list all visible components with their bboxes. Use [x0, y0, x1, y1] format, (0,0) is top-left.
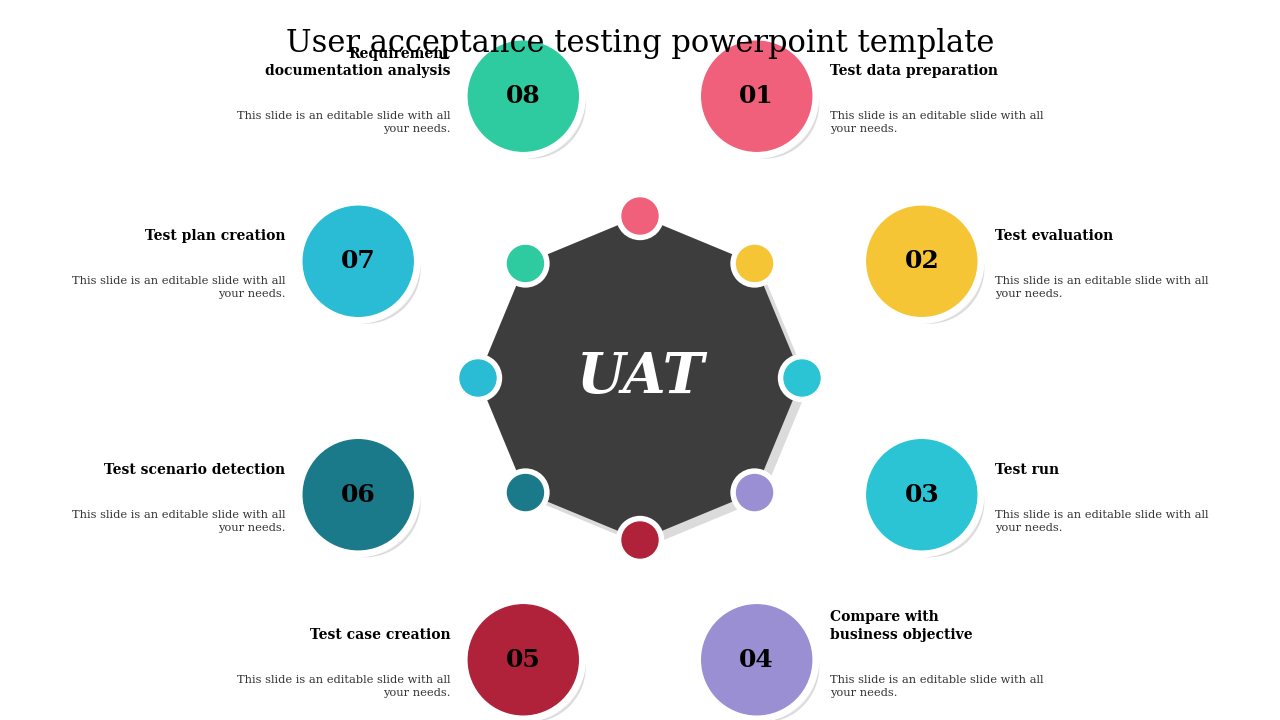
Text: Compare with
business objective: Compare with business objective — [829, 611, 973, 642]
Text: This slide is an editable slide with all
your needs.: This slide is an editable slide with all… — [995, 510, 1208, 533]
Text: This slide is an editable slide with all
your needs.: This slide is an editable slide with all… — [237, 111, 451, 135]
Circle shape — [736, 474, 773, 510]
Circle shape — [617, 516, 663, 564]
Text: 03: 03 — [905, 482, 940, 507]
Text: This slide is an editable slide with all
your needs.: This slide is an editable slide with all… — [72, 510, 285, 533]
Circle shape — [468, 605, 579, 715]
Circle shape — [731, 240, 778, 287]
Text: Test run: Test run — [995, 463, 1059, 477]
Text: Test case creation: Test case creation — [310, 628, 451, 642]
Circle shape — [460, 360, 497, 396]
Circle shape — [502, 240, 549, 287]
Text: This slide is an editable slide with all
your needs.: This slide is an editable slide with all… — [829, 675, 1043, 698]
Text: Test plan creation: Test plan creation — [145, 229, 285, 243]
Circle shape — [461, 35, 585, 158]
Circle shape — [622, 522, 658, 558]
Text: 06: 06 — [340, 482, 375, 507]
Circle shape — [475, 48, 585, 158]
Text: 01: 01 — [740, 84, 774, 108]
Text: Test evaluation: Test evaluation — [995, 229, 1114, 243]
Circle shape — [468, 41, 579, 151]
Circle shape — [874, 213, 984, 323]
Circle shape — [310, 446, 420, 557]
Circle shape — [502, 469, 549, 516]
Text: This slide is an editable slide with all
your needs.: This slide is an editable slide with all… — [995, 276, 1208, 300]
Circle shape — [303, 440, 413, 549]
Circle shape — [874, 446, 984, 557]
Circle shape — [296, 199, 420, 323]
Text: 05: 05 — [506, 648, 540, 672]
Circle shape — [303, 207, 413, 316]
Circle shape — [709, 48, 819, 158]
Circle shape — [731, 469, 778, 516]
Circle shape — [709, 612, 819, 720]
Circle shape — [860, 199, 984, 323]
Text: This slide is an editable slide with all
your needs.: This slide is an editable slide with all… — [829, 111, 1043, 135]
Circle shape — [507, 246, 544, 282]
Circle shape — [860, 433, 984, 557]
Circle shape — [507, 474, 544, 510]
Circle shape — [622, 198, 658, 234]
Text: 08: 08 — [506, 84, 540, 108]
Circle shape — [617, 192, 663, 240]
Text: 02: 02 — [905, 249, 940, 274]
Text: 07: 07 — [340, 249, 375, 274]
Circle shape — [736, 246, 773, 282]
Circle shape — [783, 360, 820, 396]
Text: User acceptance testing powerpoint template: User acceptance testing powerpoint templ… — [285, 28, 995, 59]
Text: This slide is an editable slide with all
your needs.: This slide is an editable slide with all… — [237, 675, 451, 698]
Text: Test data preparation: Test data preparation — [829, 64, 997, 78]
Text: Test scenario detection: Test scenario detection — [104, 463, 285, 477]
Circle shape — [695, 598, 819, 720]
Circle shape — [296, 433, 420, 557]
Circle shape — [701, 41, 812, 151]
Circle shape — [461, 598, 585, 720]
Circle shape — [701, 605, 812, 715]
Text: Requirement
documentation analysis: Requirement documentation analysis — [265, 47, 451, 78]
Circle shape — [310, 213, 420, 323]
Polygon shape — [485, 223, 809, 547]
Circle shape — [695, 35, 819, 158]
Text: 04: 04 — [740, 648, 774, 672]
Text: This slide is an editable slide with all
your needs.: This slide is an editable slide with all… — [72, 276, 285, 300]
Circle shape — [867, 440, 977, 549]
Text: UAT: UAT — [576, 351, 704, 405]
Circle shape — [867, 207, 977, 316]
Circle shape — [778, 354, 826, 402]
Polygon shape — [477, 216, 803, 540]
Circle shape — [454, 354, 502, 402]
Circle shape — [475, 612, 585, 720]
